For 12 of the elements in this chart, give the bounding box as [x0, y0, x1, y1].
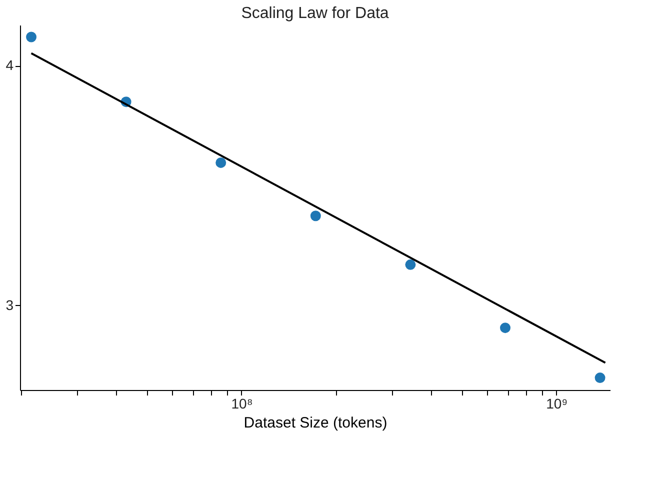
- point: [405, 259, 416, 270]
- y-tick-label: 3: [6, 296, 14, 313]
- x-tick-label: 10⁹: [546, 396, 568, 412]
- point: [26, 32, 37, 42]
- y-tick-label: 4: [6, 57, 14, 74]
- point: [310, 210, 321, 222]
- point: [216, 157, 226, 168]
- point: [500, 322, 510, 334]
- chart-title: Scaling Law for Data: [241, 5, 389, 22]
- x-tick-label: 10⁸: [231, 396, 253, 412]
- point: [594, 372, 606, 384]
- x-axis-title: Dataset Size (tokens): [244, 414, 388, 432]
